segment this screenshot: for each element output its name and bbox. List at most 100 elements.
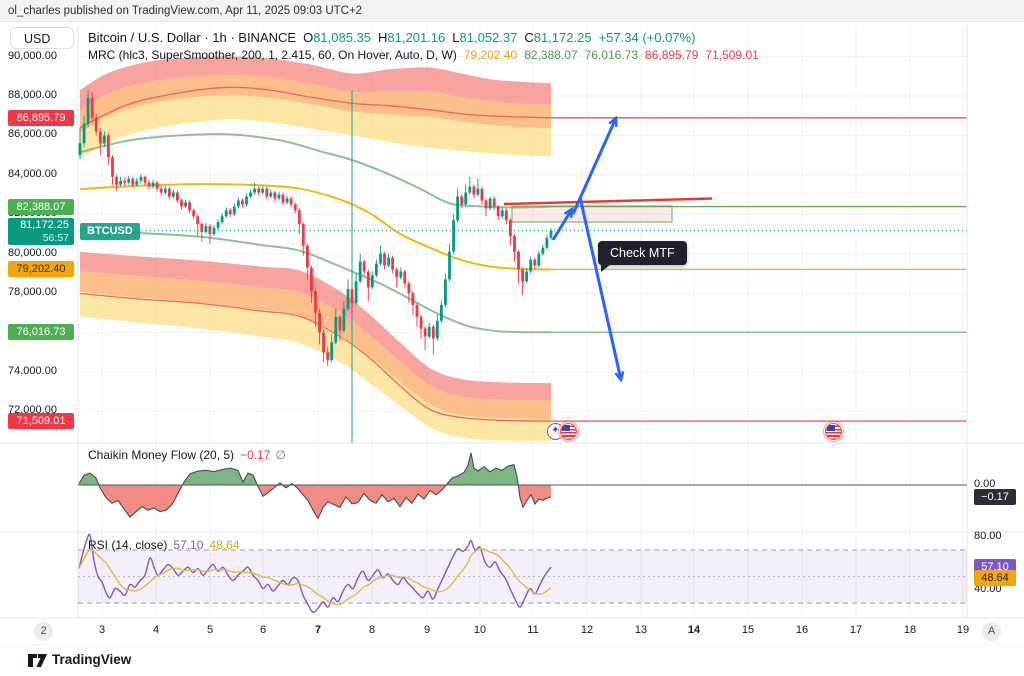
candle-body bbox=[318, 312, 321, 333]
candle-body bbox=[265, 188, 269, 197]
candle-body bbox=[155, 182, 159, 189]
candle-body bbox=[139, 176, 143, 181]
blue-arrow[interactable] bbox=[551, 209, 572, 241]
mrc-upper-mean-line bbox=[79, 86, 552, 129]
current-price-badge: 81,172.25 56:57 bbox=[8, 217, 74, 245]
cmf-hover-symbol: ∅ bbox=[275, 448, 286, 462]
symbol-legend[interactable]: Bitcoin / U.S. Dollar · 1h · BINANCE O81,… bbox=[88, 30, 695, 45]
candle-body bbox=[196, 216, 200, 225]
candle-body bbox=[350, 289, 354, 303]
candle-body bbox=[103, 135, 106, 144]
candle-body bbox=[277, 194, 281, 199]
rsi-line bbox=[78, 533, 552, 614]
currency-button[interactable]: USD bbox=[10, 27, 74, 49]
candle-body bbox=[322, 332, 325, 353]
candle-body bbox=[180, 200, 183, 207]
candle-body bbox=[176, 192, 179, 201]
price-tick-label: 74,000.00 bbox=[8, 365, 57, 378]
price-level-badge: 76,016.73 bbox=[8, 324, 74, 341]
candle-body bbox=[220, 216, 224, 223]
candle-body bbox=[326, 352, 330, 361]
candle-body bbox=[208, 226, 212, 234]
time-tick-label: 10 bbox=[473, 624, 487, 636]
candle-body bbox=[111, 157, 114, 177]
us-flag-event-icon-2[interactable] bbox=[825, 423, 842, 440]
ohlc-letter: C bbox=[524, 30, 534, 45]
mrc-value: 82,388.07 bbox=[524, 48, 578, 62]
time-tick-label: 8 bbox=[368, 624, 376, 636]
bar-countdown: 56:57 bbox=[42, 231, 69, 244]
cmf-zero-label: 0.00 bbox=[974, 478, 996, 490]
candle-body bbox=[383, 253, 386, 266]
candle-body bbox=[241, 200, 244, 205]
candle-body bbox=[204, 226, 208, 232]
candle-body bbox=[529, 259, 533, 272]
candle-body bbox=[135, 180, 139, 185]
candle-body bbox=[387, 257, 390, 266]
candle-body bbox=[269, 192, 273, 197]
ohlc-letter: O bbox=[303, 30, 314, 45]
candle-body bbox=[237, 200, 240, 207]
rsi-legend[interactable]: RSI (14, close) 57.10 48.64 bbox=[88, 538, 239, 552]
candle-body bbox=[464, 192, 468, 205]
candle-body bbox=[521, 269, 524, 282]
mrc-value: 79,202.40 bbox=[463, 48, 518, 62]
publish-header: ol_charles published on TradingView.com,… bbox=[0, 0, 1024, 22]
candle-body bbox=[184, 202, 187, 207]
candle-body bbox=[448, 251, 451, 280]
price-tick-label: 84,000.00 bbox=[8, 167, 57, 180]
candle-body bbox=[362, 261, 366, 272]
band-layer bbox=[80, 56, 551, 111]
ohlc-value: 81,085.35 bbox=[313, 30, 372, 45]
brand-text[interactable]: TradingView bbox=[52, 652, 132, 667]
check-mtf-tooltip: Check MTF bbox=[598, 241, 687, 272]
candle-body bbox=[472, 186, 476, 195]
blue-arrow[interactable] bbox=[578, 196, 621, 380]
candle-body bbox=[525, 271, 528, 282]
candle-body bbox=[488, 198, 492, 209]
candle-body bbox=[314, 291, 317, 313]
band-layer bbox=[80, 291, 551, 441]
drawings[interactable] bbox=[503, 118, 713, 380]
candle-body bbox=[78, 143, 82, 156]
candle-body bbox=[330, 342, 334, 361]
candle-body bbox=[86, 98, 90, 124]
us-flag-event-icon[interactable] bbox=[560, 423, 577, 440]
candle-body bbox=[159, 188, 163, 193]
candle-body bbox=[334, 316, 338, 343]
tradingview-logo[interactable] bbox=[28, 653, 48, 668]
candle-body bbox=[261, 188, 265, 193]
candle-body bbox=[509, 220, 512, 236]
candle-body bbox=[541, 247, 545, 254]
candle-body bbox=[200, 224, 204, 232]
symbol-tag: BTCUSD bbox=[80, 222, 140, 240]
candle-body bbox=[427, 326, 431, 337]
time-tick-label: 5 bbox=[206, 624, 214, 636]
price-tick-label: 90,000.00 bbox=[8, 49, 57, 62]
candle-body bbox=[94, 117, 98, 132]
cmf-title: Chaikin Money Flow (20, 5) bbox=[88, 448, 235, 462]
candle-body bbox=[163, 188, 167, 193]
candle-body bbox=[249, 192, 252, 197]
flag-canton bbox=[562, 425, 570, 431]
candle-body bbox=[306, 245, 309, 268]
cmf-legend[interactable]: Chaikin Money Flow (20, 5) −0.17 ∅ bbox=[88, 448, 286, 462]
mrc-lower-mean-line bbox=[79, 292, 552, 422]
price-tick-label: 88,000.00 bbox=[8, 88, 57, 101]
mrc-lower-green-line bbox=[79, 227, 552, 334]
indicator-legend[interactable]: MRC (hlc3, SuperSmoother, 200, 1, 2.415,… bbox=[88, 48, 759, 62]
time-tick-label: 11 bbox=[527, 624, 539, 636]
candle-body bbox=[370, 275, 374, 288]
candle-body bbox=[342, 308, 346, 331]
red-trendline[interactable] bbox=[503, 197, 713, 206]
candle-body bbox=[257, 188, 261, 193]
supply-zone-box[interactable] bbox=[511, 205, 673, 223]
candle-body bbox=[399, 271, 403, 278]
candle-body bbox=[375, 263, 378, 276]
time-tick-label: 6 bbox=[259, 624, 267, 636]
candle-body bbox=[395, 269, 399, 278]
cmf-value: −0.17 bbox=[240, 448, 271, 462]
candle-body bbox=[460, 196, 464, 205]
